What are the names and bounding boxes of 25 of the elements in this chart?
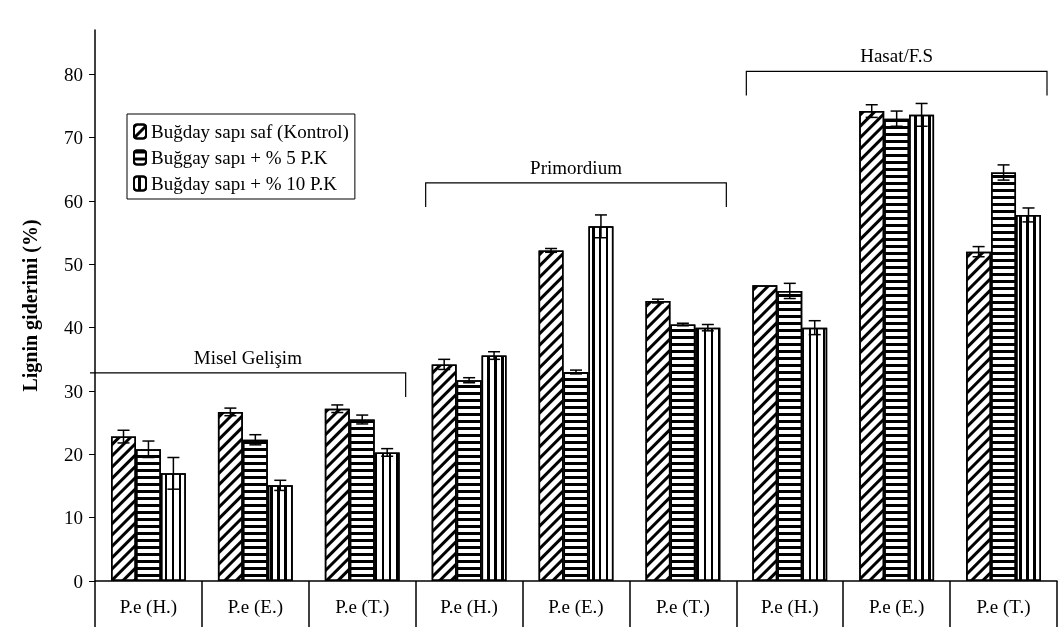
x-tick-label: P.e (E.) — [548, 596, 604, 618]
annotation: Hasat/F.S — [860, 45, 934, 67]
y-tick-label: 20 — [64, 443, 83, 465]
legend-label: Buğday sapı + % 10 P.K — [151, 173, 338, 194]
annotation: Misel Gelişim — [193, 346, 303, 368]
y-tick-label: 40 — [64, 317, 83, 339]
legend-label: Buğgay sapı + % 5 P.K — [151, 147, 328, 168]
x-tick-label: P.e (T.) — [335, 596, 390, 618]
y-tick-label: 60 — [64, 190, 83, 212]
legend-label: Buğday sapı saf (Kontrol) — [151, 121, 349, 143]
y-axis-title: Lignin giderimi (%) — [19, 219, 42, 392]
y-tick-label: 30 — [64, 380, 83, 402]
x-tick-label: P.e (H.) — [440, 596, 498, 618]
x-tick-label: P.e (H.) — [119, 596, 178, 618]
y-tick-label: 50 — [64, 253, 83, 275]
y-tick-label: 80 — [64, 63, 83, 85]
y-tick-label: 10 — [64, 507, 83, 529]
annotation: Primordium — [530, 156, 623, 178]
y-tick-label: 0 — [73, 570, 83, 592]
x-tick-label: P.e (E.) — [227, 596, 284, 618]
x-tick-label: P.e (T.) — [976, 596, 1031, 618]
x-tick-label: P.e (H.) — [761, 596, 819, 618]
x-tick-label: P.e (E.) — [868, 596, 925, 618]
y-tick-label: 70 — [64, 127, 83, 149]
x-tick-label: P.e (T.) — [655, 596, 710, 618]
